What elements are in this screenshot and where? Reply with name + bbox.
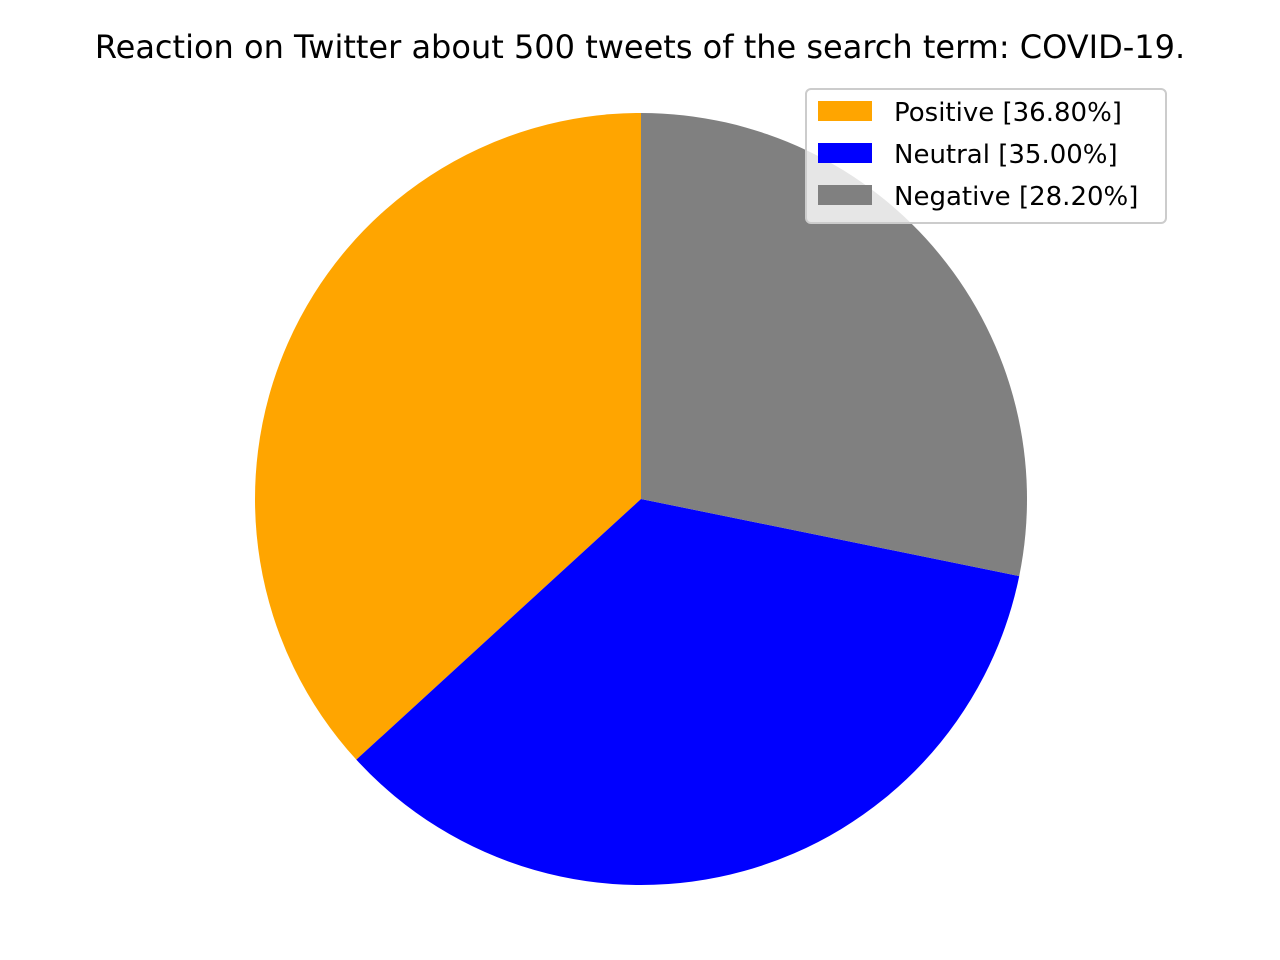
legend-frame: [805, 88, 1167, 224]
pie-slices: [255, 113, 1027, 885]
pie-slice-negative: [641, 113, 1027, 577]
legend: Positive [36.80%] Neutral [35.00%] Negat…: [805, 88, 1167, 224]
legend-label-neutral: Neutral [35.00%]: [894, 140, 1118, 170]
legend-label-negative: Negative [28.20%]: [894, 182, 1138, 212]
legend-swatch-positive: [818, 101, 872, 121]
pie-slice-neutral: [356, 499, 1020, 885]
legend-swatch-neutral: [818, 143, 872, 163]
chart-title: Reaction on Twitter about 500 tweets of …: [95, 28, 1185, 66]
pie-slice-positive: [255, 113, 641, 760]
legend-label-positive: Positive [36.80%]: [894, 98, 1122, 128]
legend-swatch-negative: [818, 185, 872, 205]
